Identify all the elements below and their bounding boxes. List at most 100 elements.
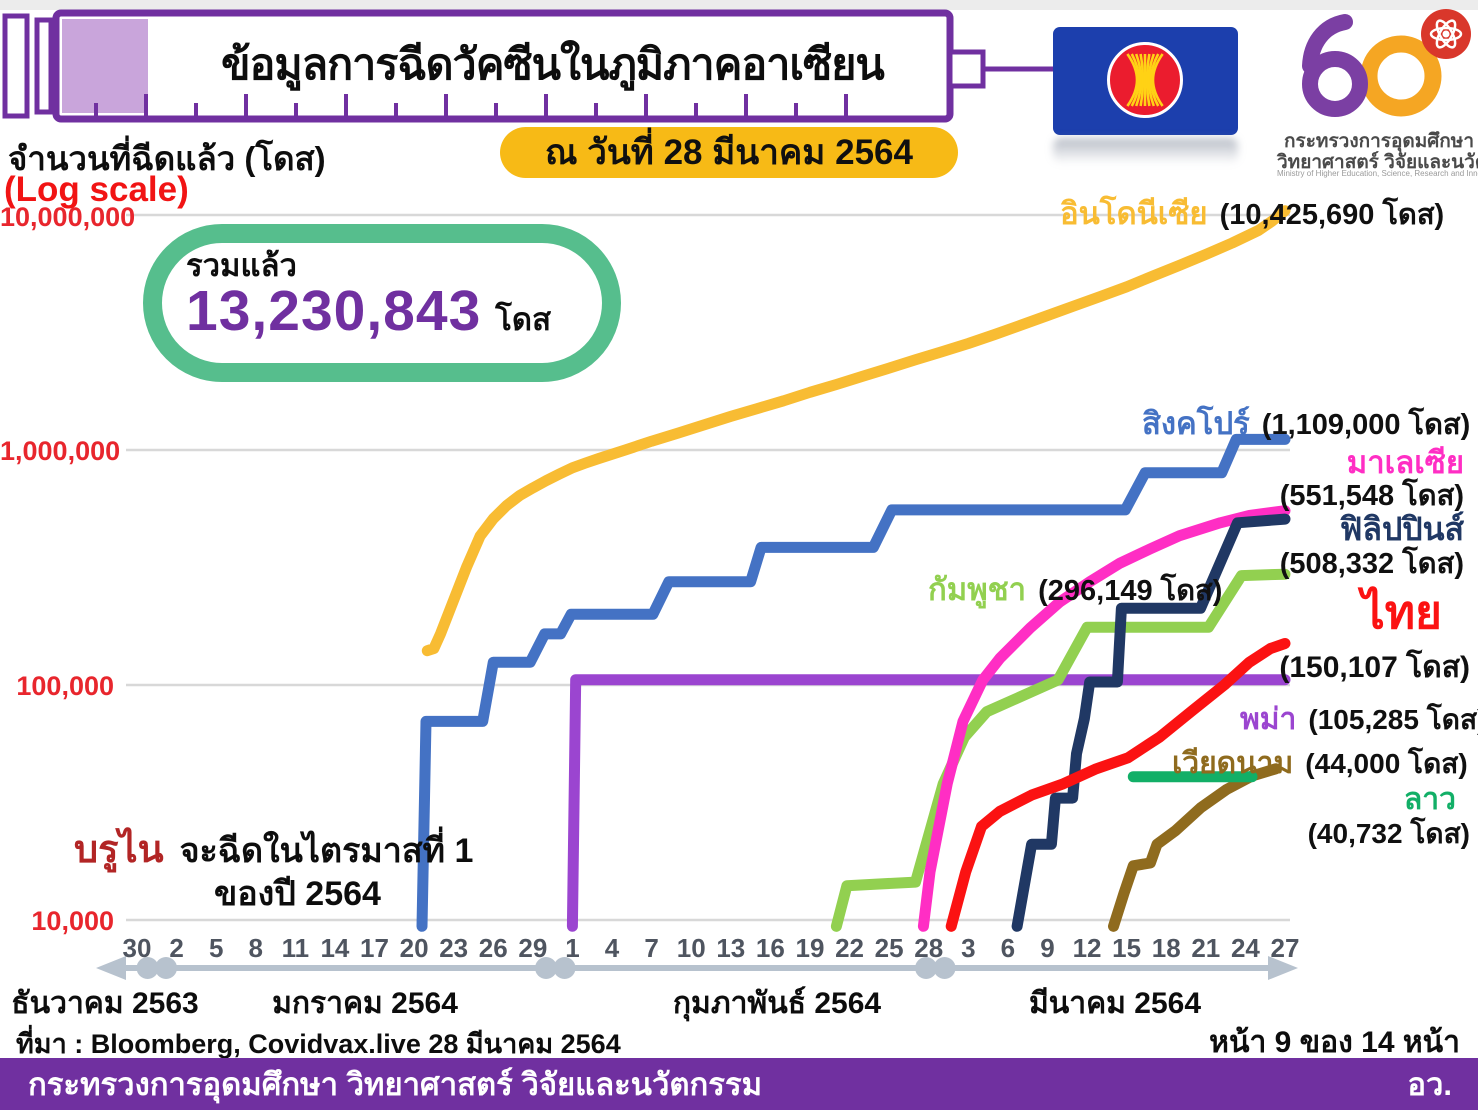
brunei-note: บรูไน จะฉีดในไตรมาสที่ 1 xyxy=(74,818,473,879)
syringe-plunger-handle xyxy=(2,13,30,119)
month-label-1: มกราคม 2564 xyxy=(272,987,458,1020)
x-tick-label-6: 6 xyxy=(1000,933,1016,963)
month-label-0: ธันวาคม 2563 xyxy=(11,987,199,1020)
syringe-plunger-rod xyxy=(34,17,54,115)
x-tick-label-3: 3 xyxy=(961,933,976,963)
brunei-note-line1: จะฉีดในไตรมาสที่ 1 xyxy=(179,832,474,870)
value-malaysia: (551,548 โดส) xyxy=(1279,480,1464,512)
x-tick-label-1: 1 xyxy=(565,933,580,963)
total-label: รวมแล้ว xyxy=(186,248,297,283)
x-tick-label-15: 15 xyxy=(1112,933,1142,963)
series-line-มาเลเซีย xyxy=(917,505,1291,932)
series-line-กัมพูชา xyxy=(830,568,1291,932)
label-laos: ลาว xyxy=(1403,783,1456,816)
rice-stalk xyxy=(1130,53,1141,107)
month-boundary-dot-2 xyxy=(915,957,938,979)
date-badge: ณ วันที่ 28 มีนาคม 2564 xyxy=(500,127,958,178)
x-tick-label-12: 12 xyxy=(1072,933,1102,963)
rice-stalk xyxy=(1149,53,1160,107)
value-thailand: (150,107 โดส) xyxy=(1279,651,1470,684)
x-tick-label-20: 20 xyxy=(399,933,429,963)
month-label-3: มีนาคม 2564 xyxy=(1028,987,1202,1020)
x-axis-arrow-left xyxy=(96,956,126,980)
total-row: 13,230,843 โดส xyxy=(186,278,551,344)
x-tick-label-21: 21 xyxy=(1191,933,1221,963)
month-boundary-dot-2 xyxy=(933,957,956,979)
brunei-note-line2: ของปี 2564 xyxy=(214,875,381,913)
label-philippines: ฟิลิปปินส์ xyxy=(1339,511,1464,547)
x-tick-label-28: 28 xyxy=(914,933,944,963)
series-line-ฟิลิปปินส์ xyxy=(1011,513,1291,932)
label-cambodia: กัมพูชา (296,149 โดส) xyxy=(928,572,1223,607)
month-label-2: กุมภาพันธ์ 2564 xyxy=(672,987,882,1020)
ministry-name-english: Ministry of Higher Education, Science, R… xyxy=(1277,169,1478,178)
x-tick-label-14: 14 xyxy=(320,933,350,963)
rice-stalk xyxy=(1126,53,1139,107)
x-tick-label-27: 27 xyxy=(1270,933,1300,963)
log-scale-note: (Log scale) xyxy=(4,170,189,209)
series-line-อินโดนีเซีย xyxy=(421,205,1291,657)
asean-flag xyxy=(1053,27,1238,135)
x-tick-label-4: 4 xyxy=(604,933,620,963)
footer-text: กระทรวงการอุดมศึกษา วิทยาศาสตร์ วิจัยและ… xyxy=(28,1067,763,1102)
top-strip xyxy=(0,0,1478,10)
y-tick-10000: 10,000 xyxy=(31,906,114,936)
syringe-scale-ticks xyxy=(94,94,848,116)
x-tick-label-23: 23 xyxy=(439,933,469,963)
label-vietnam: เวียดนาม (44,000 โดส) xyxy=(1172,747,1468,780)
footer-abbr: อว. xyxy=(1407,1067,1452,1102)
asean-flag-reflection xyxy=(1053,138,1238,164)
x-tick-label-29: 29 xyxy=(518,933,548,963)
total-callout-oval xyxy=(143,224,621,382)
x-tick-label-2: 2 xyxy=(169,933,184,963)
logo-purple-stem xyxy=(1302,14,1353,74)
label-singapore: สิงคโปร์ (1,109,000 โดส) xyxy=(1142,406,1471,441)
series-line-ไทย xyxy=(945,638,1291,932)
x-tick-label-16: 16 xyxy=(755,933,785,963)
x-tick-label-7: 7 xyxy=(644,933,659,963)
series-line-สิงคโปร์ xyxy=(416,433,1291,932)
asean-emblem-icon xyxy=(1126,53,1164,107)
logo-purple-loop xyxy=(1302,51,1368,117)
ministry-name-line1: กระทรวงการอุดมศึกษา xyxy=(1284,131,1474,152)
asean-emblem-circle xyxy=(1107,42,1183,118)
month-boundary-dot-1 xyxy=(535,957,558,979)
ministry-name-line2: วิทยาศาสตร์ วิจัยและนวัตกรรม xyxy=(1277,152,1478,173)
x-tick-label-9: 9 xyxy=(1040,933,1055,963)
y-tick-100000: 100,000 xyxy=(16,671,114,701)
x-tick-label-10: 10 xyxy=(676,933,706,963)
x-tick-label-11: 11 xyxy=(281,933,310,963)
x-tick-label-24: 24 xyxy=(1230,933,1260,963)
x-tick-label-18: 18 xyxy=(1151,933,1181,963)
month-boundary-dot-0 xyxy=(136,957,159,979)
series-line-เวียดนาม xyxy=(1108,763,1282,932)
source-note: ที่มา : Bloomberg, Covidvax.live 28 มีนา… xyxy=(16,1029,621,1059)
page-indicator: หน้า 9 ของ 14 หน้า xyxy=(1209,1026,1460,1059)
x-tick-label-5: 5 xyxy=(208,933,224,963)
syringe-graphic xyxy=(2,9,1053,123)
syringe-needle-hub xyxy=(947,49,986,89)
x-tick-label-30: 30 xyxy=(122,933,152,963)
rice-stalk xyxy=(1151,53,1164,107)
month-boundary-dot-1 xyxy=(553,957,576,979)
syringe-stopper xyxy=(62,19,148,113)
x-tick-label-17: 17 xyxy=(360,933,389,963)
x-tick-label-22: 22 xyxy=(835,933,864,963)
logo-orange-loop xyxy=(1360,35,1442,117)
rice-stalk xyxy=(1145,53,1151,107)
x-axis-arrow-right xyxy=(1268,956,1298,980)
x-tick-label-13: 13 xyxy=(716,933,746,963)
month-boundary-dot-0 xyxy=(155,957,178,979)
rice-stalk xyxy=(1139,53,1145,107)
y-tick-10000000: 10,000,000 xyxy=(0,202,136,232)
atom-icon xyxy=(1421,9,1471,59)
rice-stalk xyxy=(1147,53,1156,107)
y-tick-1000000: 1,000,000 xyxy=(0,436,121,466)
label-indonesia: อินโดนีเซีย (10,425,690 โดส) xyxy=(1060,196,1445,231)
x-tick-label-25: 25 xyxy=(874,933,904,963)
ministry-logo-icon xyxy=(1302,9,1471,117)
total-unit: โดส xyxy=(495,302,551,337)
label-malaysia: มาเลเซีย xyxy=(1346,445,1464,480)
